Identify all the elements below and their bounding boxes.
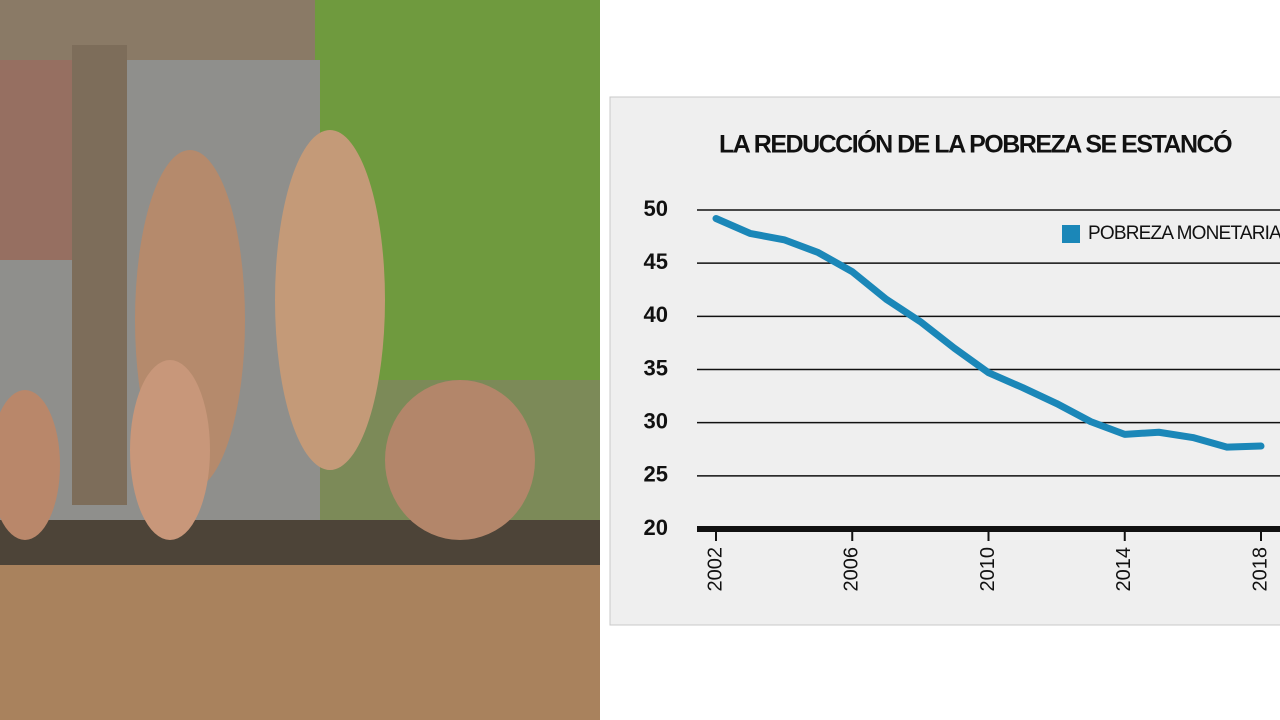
child xyxy=(0,390,60,540)
data-line xyxy=(712,215,1265,451)
y-tick-label: 25 xyxy=(644,462,668,487)
y-tick-label: 40 xyxy=(644,302,668,327)
legend-label: POBREZA MONETARIA xyxy=(1088,223,1280,244)
x-tick-label: 2014 xyxy=(1113,547,1135,592)
roof xyxy=(0,0,315,60)
y-tick-label: 35 xyxy=(644,355,668,380)
x-tick-label: 2018 xyxy=(1249,547,1271,592)
x-tick-label: 2010 xyxy=(977,547,999,592)
y-tick-label: 20 xyxy=(644,515,668,540)
child xyxy=(130,360,210,540)
legend-swatch xyxy=(1062,225,1080,243)
chart-title: LA REDUCCIÓN DE LA POBREZA SE ESTANCÓ xyxy=(719,129,1232,159)
water xyxy=(0,565,600,720)
x-tick-label: 2006 xyxy=(841,547,863,592)
chart-panel xyxy=(609,96,1280,626)
rust xyxy=(0,60,75,260)
x-tick-label: 2002 xyxy=(704,547,726,592)
photo xyxy=(0,0,600,720)
y-tick-label: 30 xyxy=(644,408,668,433)
dock xyxy=(0,520,600,570)
person xyxy=(385,380,535,540)
person xyxy=(275,130,385,470)
post xyxy=(72,45,127,505)
y-tick-label: 45 xyxy=(644,249,668,274)
y-tick-label: 50 xyxy=(644,196,668,221)
